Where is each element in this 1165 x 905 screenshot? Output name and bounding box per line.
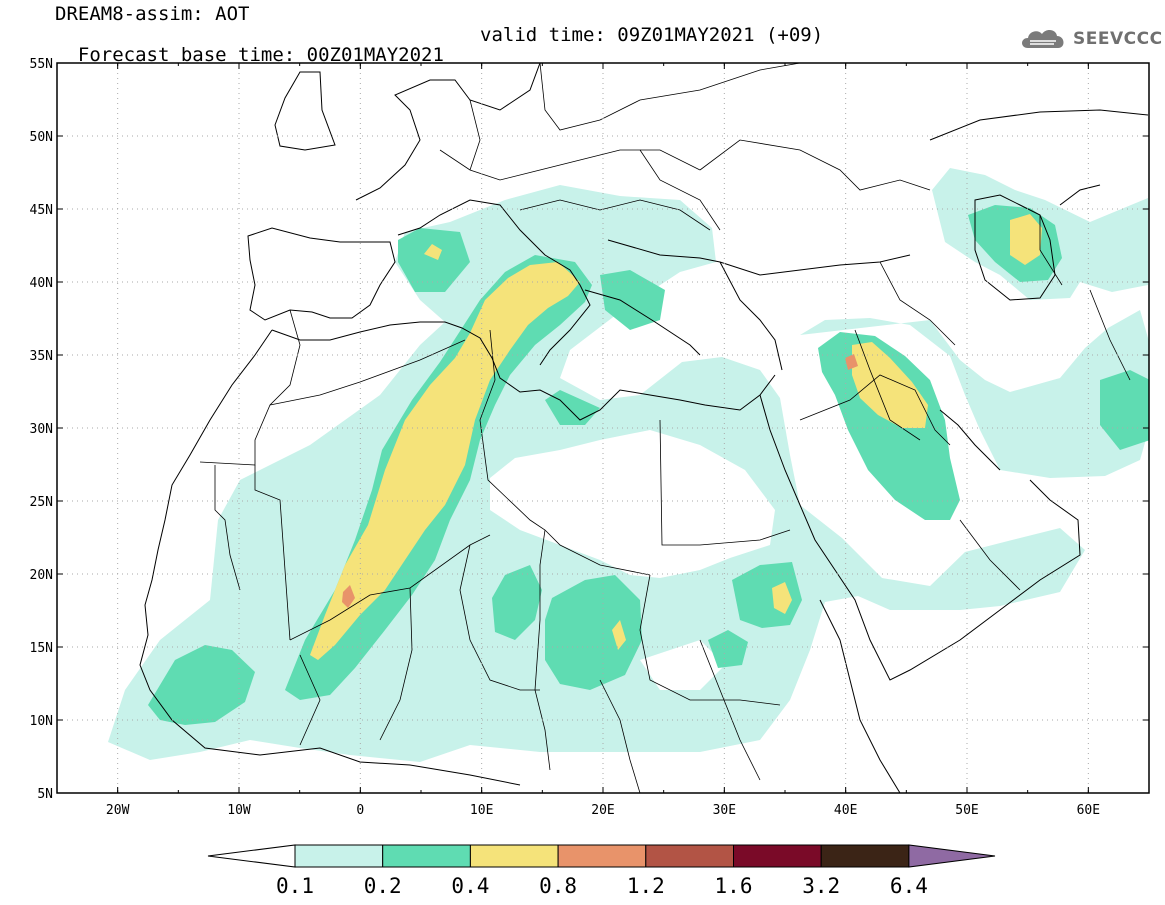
- y-tick-label: 25N: [30, 495, 53, 510]
- colorbar-box: [382, 844, 471, 868]
- base-time-label: Forecast base time: 00Z01MAY2021: [77, 44, 444, 66]
- x-tick-label: 40E: [834, 803, 857, 818]
- map-title: DREAM8-assim: AOT: [55, 3, 250, 25]
- colorbar-box: [557, 844, 647, 868]
- y-tick-label: 55N: [30, 57, 53, 72]
- colorbar-label: 6.4: [890, 874, 928, 898]
- colorbar-extend-high: [908, 844, 996, 868]
- colorbar-label: 3.2: [802, 874, 840, 898]
- x-tick-label: 20E: [591, 803, 614, 818]
- colorbar-box: [820, 844, 910, 868]
- colorbar-label: 0.4: [451, 874, 489, 898]
- seevccc-logo: SEEVCCC: [1018, 26, 1163, 52]
- colorbar-label: 0.8: [539, 874, 577, 898]
- y-tick-label: 40N: [30, 276, 53, 291]
- cloud-icon: [1022, 30, 1064, 48]
- x-tick-label: 0: [356, 803, 364, 818]
- aot-band-0.4: [310, 214, 1042, 660]
- aot-band-clear: [490, 430, 775, 690]
- longitude-axis: 20W 10W 0 10E 20E 30E 40E 50E 60E: [56, 63, 1150, 818]
- y-tick-label: 35N: [30, 349, 53, 364]
- y-tick-label: 50N: [30, 130, 53, 145]
- colorbar-label: 1.2: [627, 874, 665, 898]
- logo-text: SEEVCCC: [1073, 29, 1163, 49]
- x-tick-label: 50E: [955, 803, 978, 818]
- colorbar-label: 0.1: [276, 874, 314, 898]
- y-tick-label: 20N: [30, 568, 53, 583]
- latitude-axis: 55N 50N 45N 40N 35N 30N 25N 20N 15N 10N 5N: [30, 57, 1149, 802]
- colorbar-box: [294, 844, 384, 868]
- x-tick-label: 10E: [470, 803, 493, 818]
- coastlines: [139, 63, 1149, 793]
- colorbar-label: 0.2: [364, 874, 402, 898]
- x-tick-label: 30E: [713, 803, 736, 818]
- x-tick-label: 20W: [106, 803, 130, 818]
- y-tick-label: 10N: [30, 714, 53, 729]
- y-tick-label: 45N: [30, 203, 53, 218]
- graticule: [57, 63, 1149, 793]
- y-tick-label: 30N: [30, 422, 53, 437]
- aot-band-0.8: [342, 354, 858, 608]
- colorbar-label: 1.6: [715, 874, 753, 898]
- colorbar-box: [733, 844, 822, 868]
- x-tick-label: 60E: [1077, 803, 1100, 818]
- forecast-base-time: Forecast base time: 00Z01MAY2021 valid t…: [55, 25, 823, 85]
- x-tick-label: 10W: [227, 803, 251, 818]
- colorbar-box: [469, 844, 559, 868]
- colorbar-extend-low: [207, 844, 296, 868]
- colorbar-box: [645, 844, 734, 868]
- y-tick-label: 15N: [30, 641, 53, 656]
- y-tick-label: 5N: [37, 787, 53, 802]
- country-borders: [199, 63, 1131, 793]
- valid-time-label: valid time: 09Z01MAY2021 (+09): [480, 24, 824, 46]
